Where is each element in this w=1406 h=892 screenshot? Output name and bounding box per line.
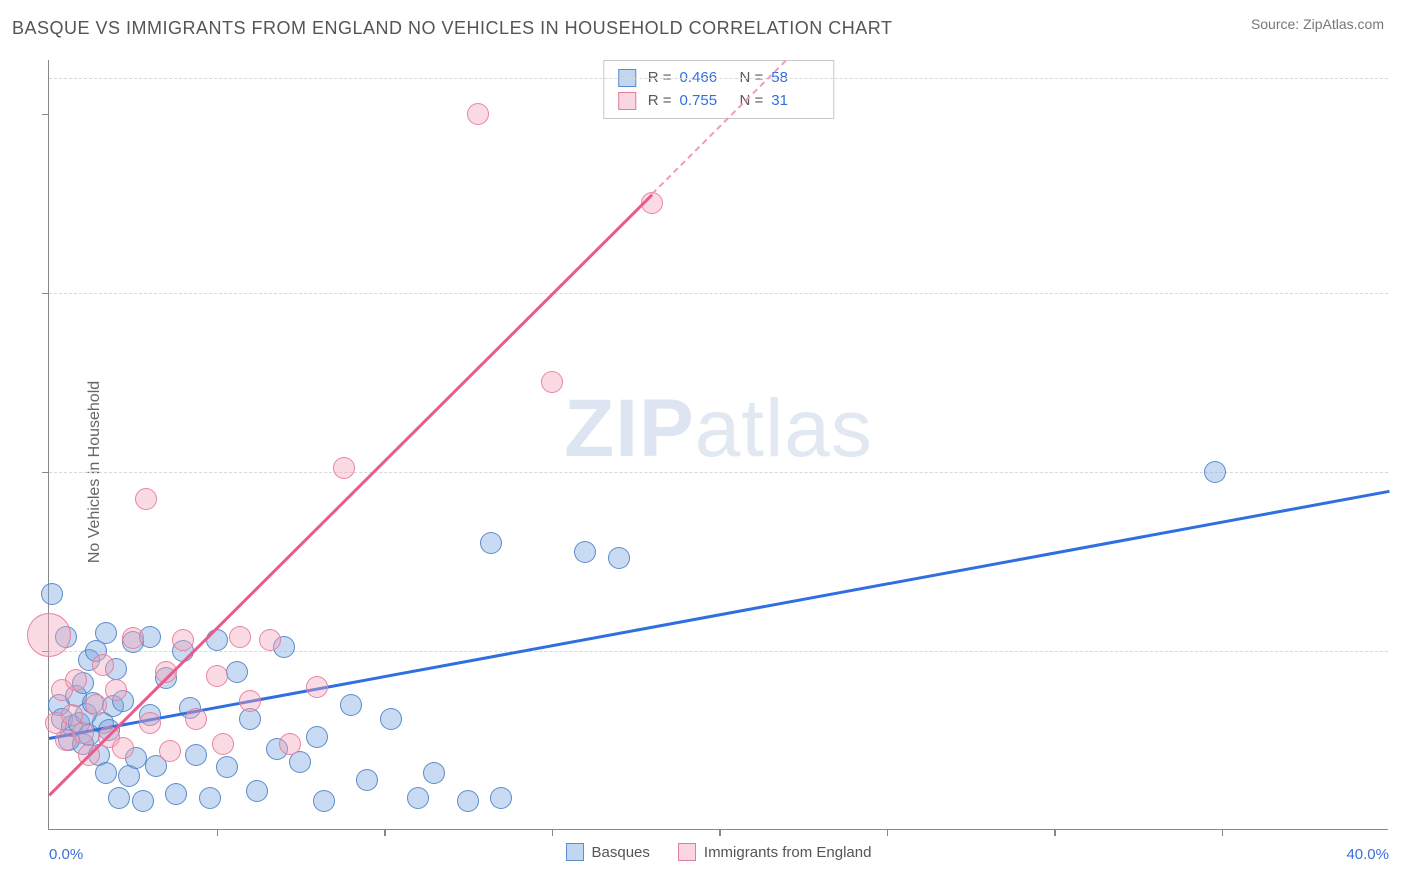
data-point	[65, 669, 87, 691]
data-point	[306, 676, 328, 698]
data-point	[212, 733, 234, 755]
x-tick	[887, 829, 889, 836]
data-point	[206, 665, 228, 687]
x-tick	[552, 829, 554, 836]
gridline	[49, 472, 1388, 473]
plot-area: ZIPatlas R = 0.466 N = 58 R = 0.755 N = …	[48, 60, 1388, 830]
y-tick	[42, 472, 49, 474]
data-point	[226, 661, 248, 683]
data-point	[216, 756, 238, 778]
watermark: ZIPatlas	[564, 382, 873, 476]
data-point	[199, 787, 221, 809]
y-tick	[42, 114, 49, 116]
data-point	[380, 708, 402, 730]
gridline	[49, 293, 1388, 294]
legend-item: Immigrants from England	[678, 843, 872, 861]
data-point	[608, 547, 630, 569]
legend-item: Basques	[566, 843, 650, 861]
legend-label: Immigrants from England	[704, 844, 872, 861]
chart-container: No Vehicles in Household ZIPatlas R = 0.…	[0, 52, 1406, 892]
swatch-icon	[566, 843, 584, 861]
data-point	[1204, 461, 1226, 483]
legend: Basques Immigrants from England	[566, 843, 872, 861]
stats-box: R = 0.466 N = 58 R = 0.755 N = 31	[603, 60, 835, 119]
source-attribution: Source: ZipAtlas.com	[1251, 16, 1384, 32]
data-point	[480, 532, 502, 554]
data-point	[246, 780, 268, 802]
data-point	[490, 787, 512, 809]
data-point	[95, 762, 117, 784]
stats-n-value: 31	[771, 90, 819, 113]
watermark-rest: atlas	[695, 383, 873, 474]
data-point	[407, 787, 429, 809]
x-tick	[719, 829, 721, 836]
data-point	[139, 712, 161, 734]
data-point	[27, 613, 71, 657]
data-point	[313, 790, 335, 812]
y-tick	[42, 293, 49, 295]
x-tick	[1054, 829, 1056, 836]
data-point	[95, 622, 117, 644]
watermark-bold: ZIP	[564, 383, 695, 474]
data-point	[333, 457, 355, 479]
data-point	[92, 654, 114, 676]
data-point	[541, 371, 563, 393]
data-point	[165, 783, 187, 805]
data-point	[132, 790, 154, 812]
stats-r-value: 0.755	[680, 90, 728, 113]
swatch-icon	[618, 92, 636, 110]
data-point	[105, 679, 127, 701]
chart-title: BASQUE VS IMMIGRANTS FROM ENGLAND NO VEH…	[12, 18, 892, 39]
x-tick	[1222, 829, 1224, 836]
data-point	[159, 740, 181, 762]
data-point	[172, 629, 194, 651]
stats-row: R = 0.755 N = 31	[618, 90, 820, 113]
source-prefix: Source:	[1251, 16, 1303, 32]
data-point	[229, 626, 251, 648]
x-tick-label: 40.0%	[1346, 846, 1389, 863]
stats-r-label: R =	[648, 90, 672, 113]
data-point	[279, 733, 301, 755]
gridline	[49, 78, 1388, 79]
data-point	[112, 737, 134, 759]
data-point	[467, 103, 489, 125]
data-point	[239, 690, 261, 712]
data-point	[72, 722, 94, 744]
data-point	[41, 583, 63, 605]
x-tick	[217, 829, 219, 836]
x-tick-label: 0.0%	[49, 846, 83, 863]
gridline	[49, 651, 1388, 652]
data-point	[423, 762, 445, 784]
data-point	[135, 488, 157, 510]
data-point	[457, 790, 479, 812]
data-point	[122, 627, 144, 649]
data-point	[259, 629, 281, 651]
x-tick	[384, 829, 386, 836]
data-point	[574, 541, 596, 563]
source-link[interactable]: ZipAtlas.com	[1303, 16, 1384, 32]
data-point	[185, 708, 207, 730]
data-point	[85, 694, 107, 716]
data-point	[108, 787, 130, 809]
data-point	[356, 769, 378, 791]
legend-label: Basques	[592, 844, 650, 861]
data-point	[185, 744, 207, 766]
data-point	[306, 726, 328, 748]
data-point	[340, 694, 362, 716]
swatch-icon	[678, 843, 696, 861]
